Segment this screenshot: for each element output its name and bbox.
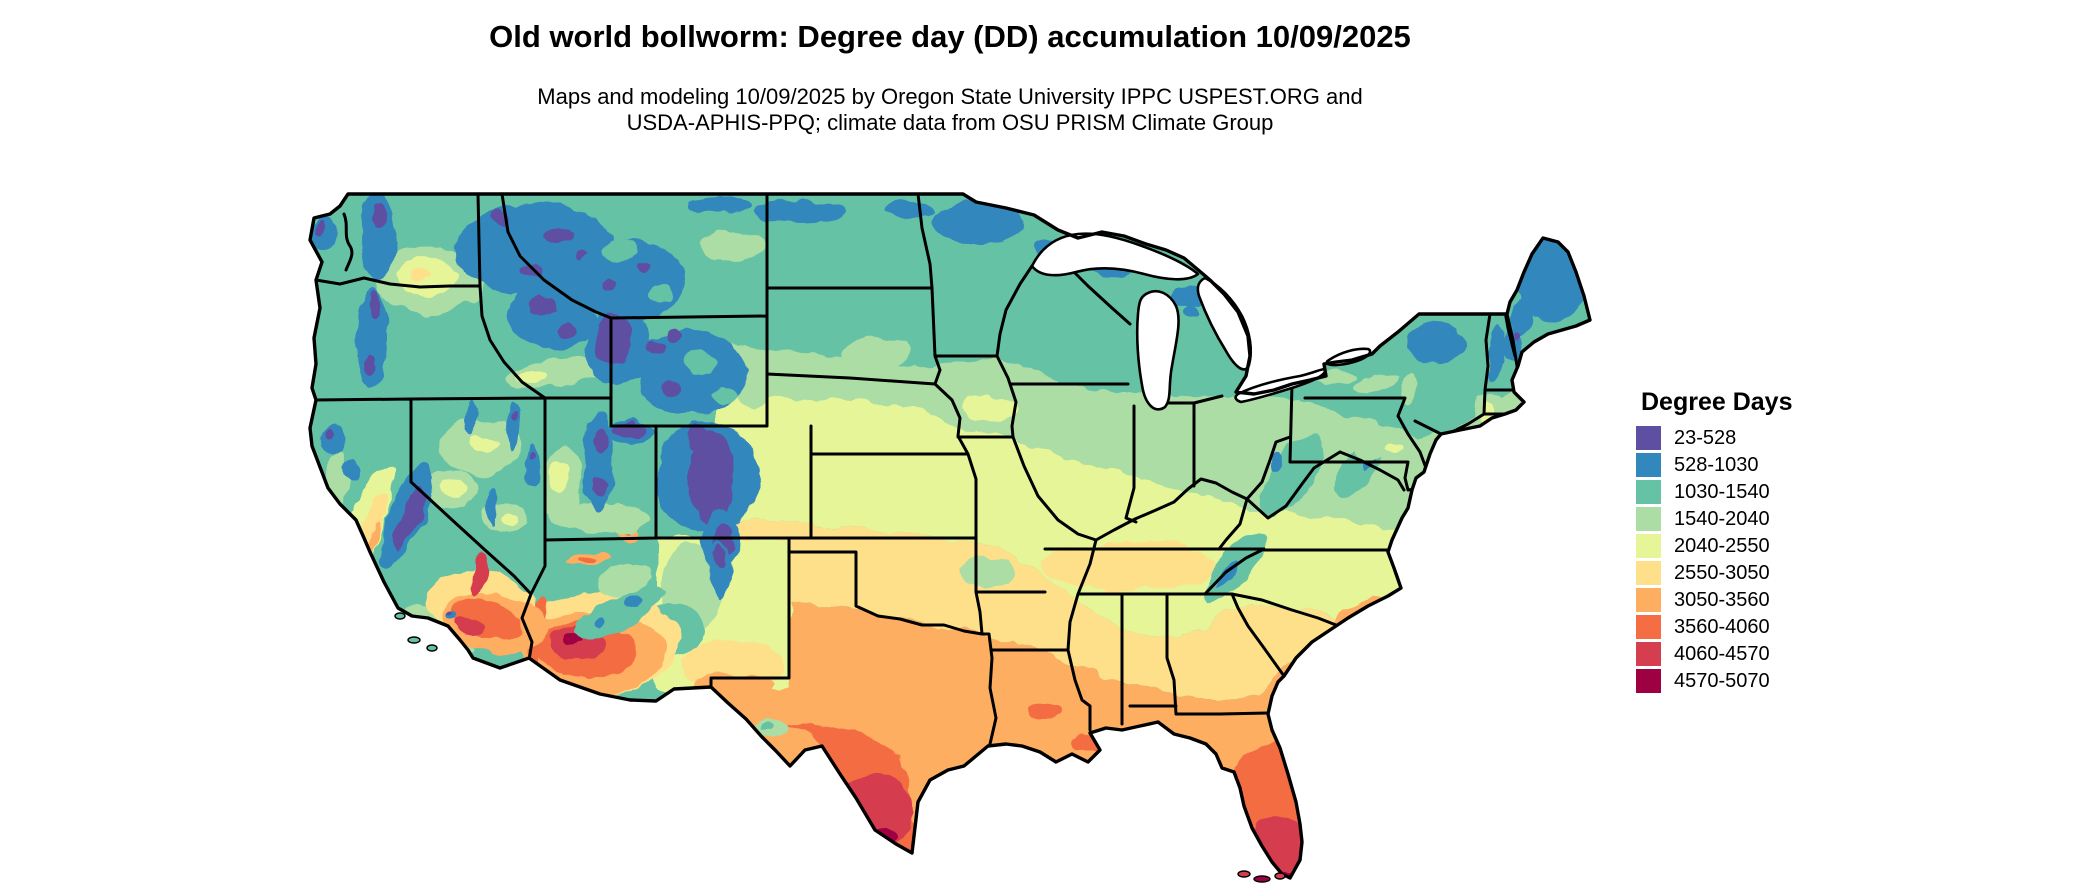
legend-label: 4060-4570: [1674, 642, 1770, 665]
offshore-islands: [394, 612, 1286, 883]
legend-swatch: [1636, 453, 1661, 477]
map-container: [300, 188, 1595, 888]
page-title: Old world bollworm: Degree day (DD) accu…: [489, 19, 1411, 54]
legend-swatch: [1636, 642, 1661, 666]
legend-label: 1030-1540: [1674, 480, 1770, 503]
lake-michigan: [1135, 289, 1180, 411]
legend-label: 3560-4060: [1674, 615, 1770, 638]
legend-swatch: [1636, 669, 1661, 693]
legend-swatch: [1636, 561, 1661, 585]
legend-item: 2040-2550: [1636, 534, 1876, 558]
puget-sound: [342, 212, 354, 272]
legend-item: 3560-4060: [1636, 615, 1876, 639]
legend-item: 528-1030: [1636, 453, 1876, 477]
legend-swatch: [1636, 507, 1661, 531]
legend-label: 4570-5070: [1674, 669, 1770, 692]
legend-label: 2040-2550: [1674, 534, 1770, 557]
legend-item: 4060-4570: [1636, 642, 1876, 666]
legend-item: 1030-1540: [1636, 480, 1876, 504]
subtitle-line-1: Maps and modeling 10/09/2025 by Oregon S…: [537, 84, 1363, 109]
legend: Degree Days 23-528 528-1030 1030-1540 1540-…: [1636, 388, 1876, 696]
legend-label: 3050-3560: [1674, 588, 1770, 611]
legend-label: 2550-3050: [1674, 561, 1770, 584]
legend-item: 1540-2040: [1636, 507, 1876, 531]
subtitle-line-2: USDA-APHIS-PPQ; climate data from OSU PR…: [626, 110, 1274, 135]
legend-title: Degree Days: [1641, 388, 1793, 416]
legend-rows: 23-528 528-1030 1030-1540 1540-2040 2040-255…: [1636, 426, 1876, 693]
state-borders: [314, 194, 1520, 746]
legend-item: 23-528: [1636, 426, 1876, 450]
legend-item: 3050-3560: [1636, 588, 1876, 612]
legend-item: 2550-3050: [1636, 561, 1876, 585]
page-subtitle: Maps and modeling 10/09/2025 by Oregon S…: [0, 84, 1900, 136]
title-block: Old world bollworm: Degree day (DD) accu…: [0, 20, 1900, 54]
legend-label: 23-528: [1674, 426, 1737, 449]
us-degree-day-map: [308, 192, 1592, 883]
legend-label: 528-1030: [1674, 453, 1759, 476]
legend-swatch: [1636, 426, 1661, 450]
legend-swatch: [1636, 615, 1661, 639]
us-outline: [308, 192, 1592, 880]
legend-swatch: [1636, 480, 1661, 504]
lake-superior: [1030, 232, 1200, 281]
legend-swatch: [1636, 534, 1661, 558]
legend-label: 1540-2040: [1674, 507, 1770, 530]
legend-item: 4570-5070: [1636, 669, 1876, 693]
legend-swatch: [1636, 588, 1661, 612]
